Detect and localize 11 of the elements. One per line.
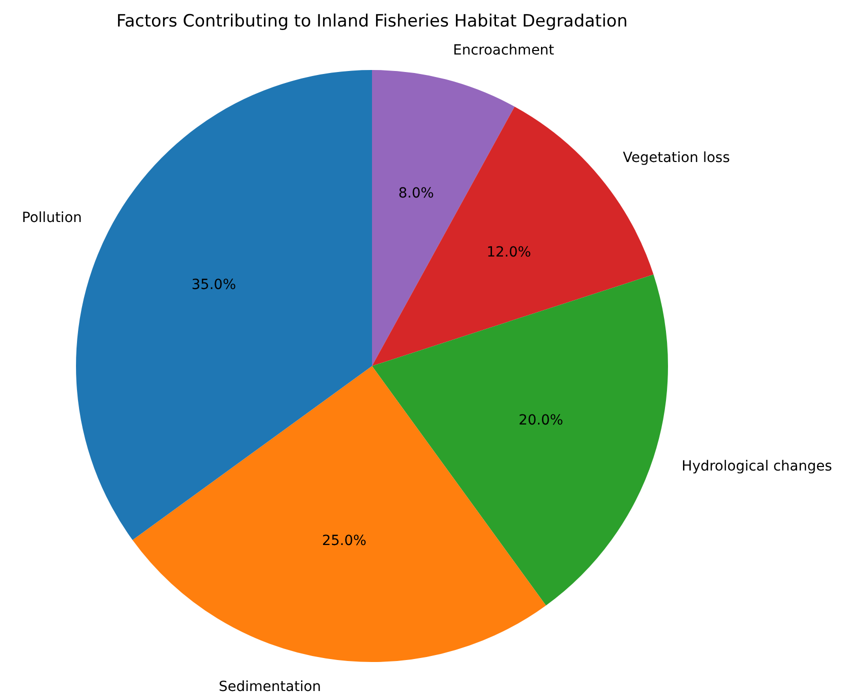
data-label: 8.0% bbox=[398, 186, 434, 202]
slice-label: Sedimentation bbox=[218, 679, 322, 693]
data-label: 20.0% bbox=[518, 412, 564, 429]
slice-label: Pollution bbox=[22, 210, 82, 226]
chart-title: Factors Contributing to Inland Fisheries Habitat Degradation bbox=[116, 11, 628, 32]
slice-label: Vegetation loss bbox=[622, 150, 730, 166]
data-label: 25.0% bbox=[322, 533, 366, 550]
data-label: 35.0% bbox=[192, 277, 236, 294]
slice-label: Encroachment bbox=[452, 42, 555, 58]
slice-label: Hydrological changes bbox=[682, 458, 832, 474]
data-label: 12.0% bbox=[486, 244, 532, 260]
